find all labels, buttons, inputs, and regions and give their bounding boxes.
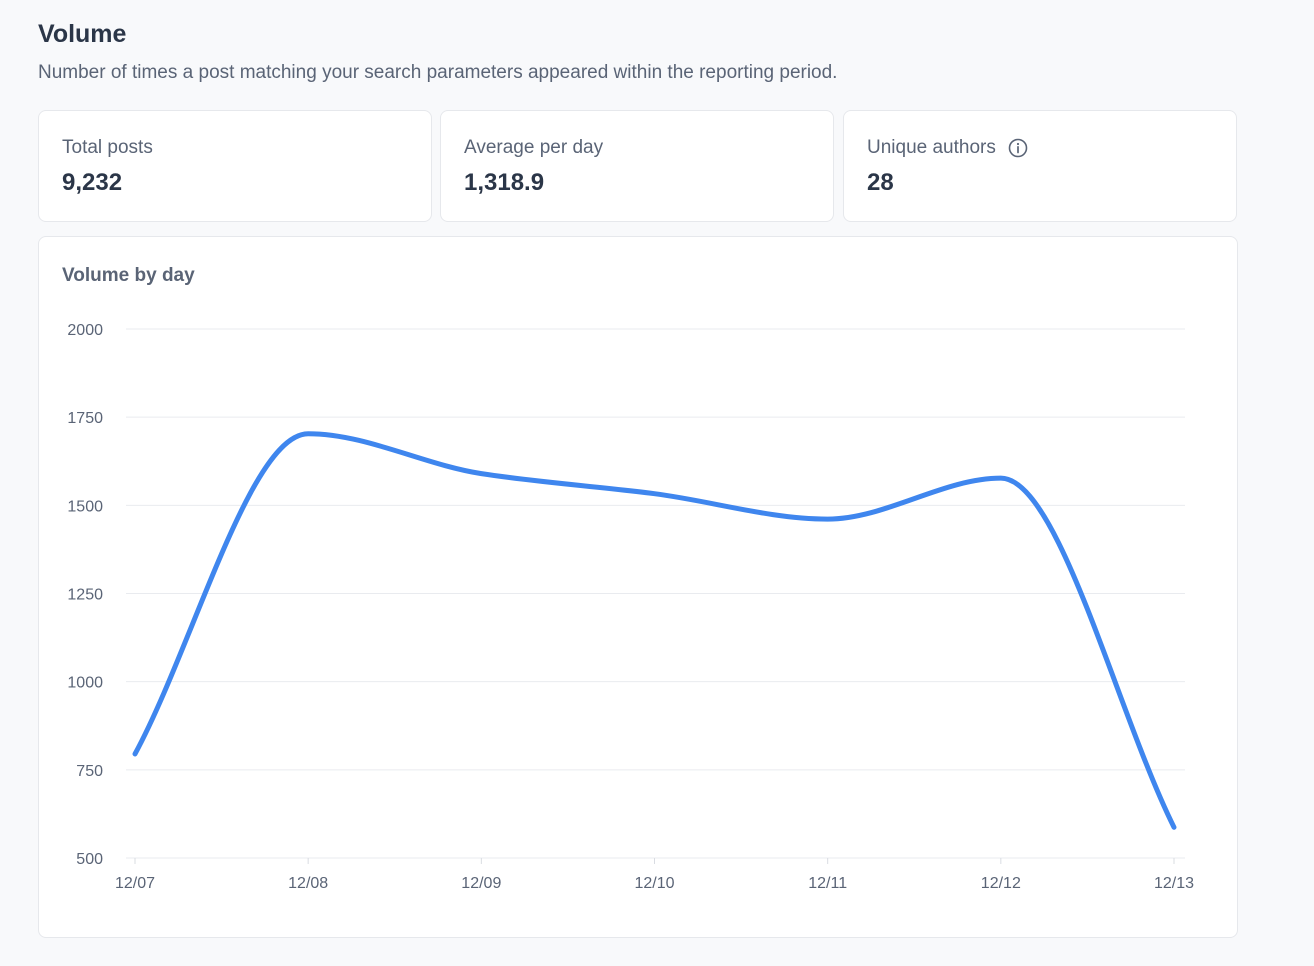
stat-card-unique-authors: Unique authors 28: [843, 110, 1237, 222]
stat-value: 28: [867, 169, 894, 196]
x-tick-label: 12/10: [634, 875, 674, 892]
y-tick-label: 750: [76, 763, 103, 780]
y-tick-label: 500: [76, 851, 103, 868]
x-tick-label: 12/09: [461, 875, 501, 892]
stat-value: 9,232: [62, 169, 123, 196]
section-subtitle: Number of times a post matching your sea…: [38, 62, 838, 83]
x-tick-label: 12/07: [115, 875, 155, 892]
y-tick-label: 1750: [67, 410, 103, 427]
y-tick-label: 1000: [67, 675, 103, 692]
x-tick-label: 12/12: [981, 875, 1021, 892]
x-tick-label: 12/13: [1154, 875, 1194, 892]
stat-value: 1,318.9: [464, 169, 545, 196]
volume-by-day-chart-card: Volume by day 500 750 1000 1250 1500 1750 2000…: [38, 236, 1238, 938]
series-line: [132, 431, 1177, 830]
stat-card-total-posts: Total posts 9,232: [38, 110, 432, 222]
stat-card-average-per-day: Average per day 1,318.9: [440, 110, 834, 222]
volume-by-day-chart: 500 750 1000 1250 1500 1750 2000 12/07 12/08 12/0…: [67, 322, 1194, 892]
chart-title: Volume by day: [62, 265, 195, 286]
y-tick-label: 1500: [67, 498, 103, 515]
x-tick-label: 12/11: [808, 875, 847, 892]
section-title: Volume: [38, 20, 127, 48]
x-tick-label: 12/08: [288, 875, 328, 892]
info-icon[interactable]: [1008, 138, 1028, 158]
y-tick-label: 2000: [67, 322, 103, 339]
stat-label: Unique authors: [867, 137, 1028, 159]
y-tick-label: 1250: [67, 587, 103, 604]
stat-label: Average per day: [464, 137, 604, 158]
stat-label: Total posts: [62, 137, 153, 158]
